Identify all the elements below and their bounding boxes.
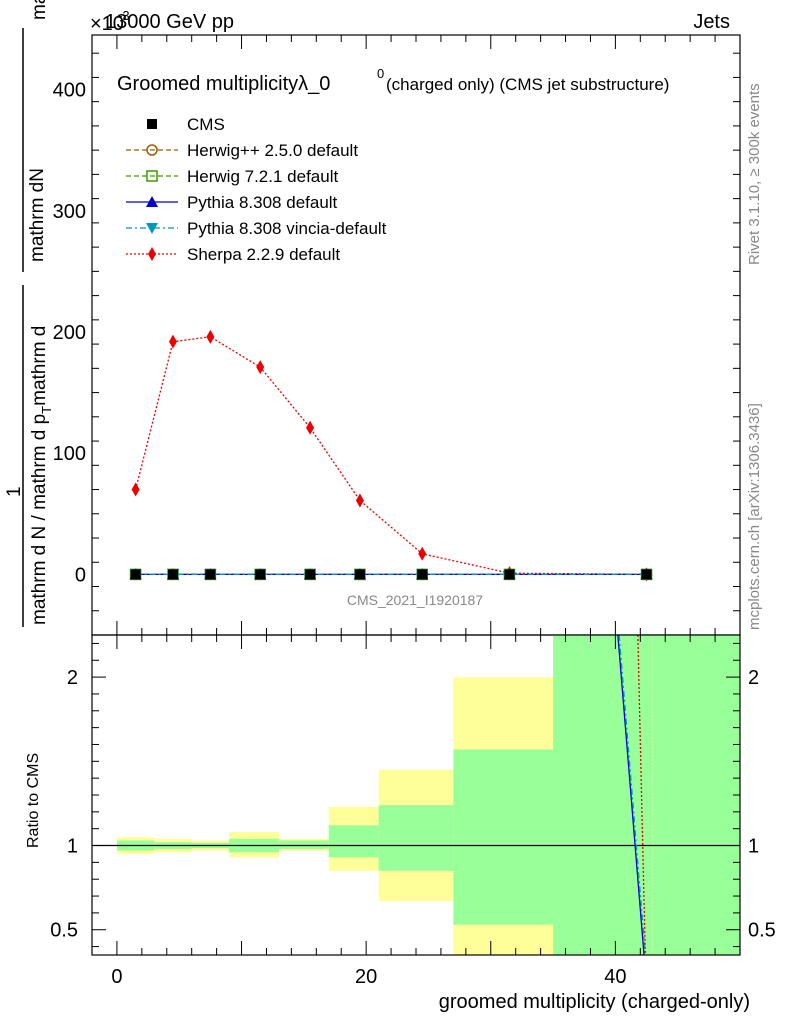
ratio-tick-label-left: 0.5: [50, 920, 78, 942]
legend-item: Sherpa 2.2.9 default: [126, 245, 340, 264]
data-point: [206, 329, 215, 344]
stat-uncertainty-band: [453, 749, 554, 925]
legend-label: Herwig 7.2.1 default: [187, 167, 338, 186]
legend-label: CMS: [187, 115, 225, 134]
x-tick-label: 0: [111, 966, 122, 988]
data-point: [418, 546, 427, 561]
main-plot: 0 100 200 300 400 CMS_2021_I1920187 Groomed …: [53, 34, 741, 636]
legend-label: Pythia 8.308 default: [187, 193, 338, 212]
legend-marker: [148, 247, 156, 261]
ratio-axis-label: Ratio to CMS: [25, 753, 42, 848]
x-axis-ticks: 0 20 40: [111, 35, 716, 988]
exponent-power: -3: [118, 8, 130, 23]
y-axis-label-numerator: mathrm dN: [27, 168, 48, 262]
legend-marker: [146, 170, 158, 182]
data-point: [355, 493, 364, 508]
data-point: [131, 482, 140, 497]
legend-label: Pythia 8.308 vincia-default: [187, 219, 387, 238]
ratio-tick-label-left: 2: [67, 667, 78, 689]
y-axis-label-prefactor-num: 1: [4, 486, 25, 497]
stat-uncertainty-band: [378, 805, 454, 871]
data-point: [130, 569, 141, 580]
y-tick-label: 200: [53, 322, 86, 344]
legend-marker: [147, 119, 157, 129]
ratio-line: [618, 634, 646, 956]
legend-label: Sherpa 2.2.9 default: [187, 245, 340, 264]
legend-marker: [146, 223, 158, 234]
legend-item: Pythia 8.308 default: [126, 193, 338, 212]
exponent-label: ×10: [90, 13, 124, 35]
legend-marker: [146, 196, 158, 207]
stat-uncertainty-band: [553, 635, 653, 955]
data-point: [205, 569, 216, 580]
data-point: [504, 569, 515, 580]
legend-item: Herwig++ 2.5.0 default: [126, 141, 358, 160]
plot-title: Groomed multiplicityλ_0: [117, 73, 330, 95]
y-axis-label-denominator: mathrm d pT mathrm d lambda: [29, 0, 54, 20]
y-tick-label: 100: [53, 443, 86, 465]
ratio-bands: [116, 635, 740, 955]
ratio-tick-label-left: 1: [67, 836, 78, 858]
stat-uncertainty-band: [652, 635, 740, 955]
ratio-tick-label-right: 2: [748, 667, 759, 689]
data-point: [168, 569, 178, 580]
mcplots-label: mcplots.cern.ch [arXiv:1306.3436]: [746, 403, 763, 630]
x-axis-label: groomed multiplicity (charged-only): [439, 991, 750, 1013]
ratio-line: [637, 634, 646, 956]
ratio-axis-ticks: 0.5 0.5 1 1 2 2: [50, 642, 776, 948]
ratio-line: [617, 634, 645, 956]
ratio-plot: 0.5 0.5 1 1 2 2 Ratio to CMS: [25, 634, 776, 956]
legend-marker: [146, 144, 158, 156]
y-axis-label-prefactor-den: mathrm d N / mathrm d pTmathrm d: [29, 326, 54, 625]
data-point: [641, 569, 652, 580]
energy-label: 13000 GeV pp: [105, 11, 234, 33]
data-point: [417, 569, 428, 580]
y-tick-label: 0: [75, 564, 86, 586]
plot-title-superscript: 0: [377, 66, 384, 81]
legend-item: CMS: [147, 115, 225, 134]
data-point: [306, 420, 315, 435]
series-sherpa-2-2-9-default: [131, 329, 651, 582]
data-point: [169, 334, 177, 349]
legend-label: Herwig++ 2.5.0 default: [187, 141, 358, 160]
legend: CMS Herwig++ 2.5.0 default Herwig 7.2.1 de…: [126, 115, 387, 264]
main-axis-ticks: 0 100 200 300 400: [53, 52, 740, 636]
data-point: [305, 569, 316, 580]
legend-item: Pythia 8.308 vincia-default: [126, 219, 387, 238]
y-axis-label: mathrm dN mathrm d pT mathrm d lambda 1 …: [4, 0, 54, 627]
watermark: CMS_2021_I1920187: [347, 592, 483, 608]
x-tick-label: 40: [604, 966, 626, 988]
x-tick-label: 20: [355, 966, 377, 988]
stat-uncertainty-band: [328, 825, 379, 858]
series-cms: [130, 569, 652, 580]
ratio-tick-label-right: 1: [748, 836, 759, 858]
main-series: [129, 329, 653, 582]
legend-item: Herwig 7.2.1 default: [126, 167, 338, 186]
data-point: [354, 569, 365, 580]
series-line: [134, 336, 647, 576]
ratio-lines: [92, 634, 740, 956]
data-point: [255, 569, 266, 580]
process-label: Jets: [693, 11, 730, 33]
ratio-tick-label-right: 0.5: [748, 920, 776, 942]
plot-title-suffix: (charged only) (CMS jet substructure): [386, 75, 669, 94]
rivet-label: Rivet 3.1.10, ≥ 300k events: [746, 83, 763, 265]
y-tick-label: 300: [53, 201, 86, 223]
y-tick-label: 400: [53, 80, 86, 102]
stat-uncertainty-band: [278, 840, 329, 849]
data-point: [256, 360, 265, 375]
